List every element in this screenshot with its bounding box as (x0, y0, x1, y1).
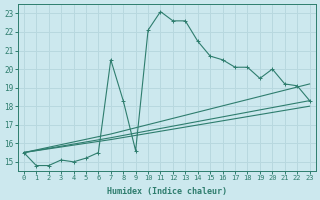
X-axis label: Humidex (Indice chaleur): Humidex (Indice chaleur) (107, 187, 227, 196)
